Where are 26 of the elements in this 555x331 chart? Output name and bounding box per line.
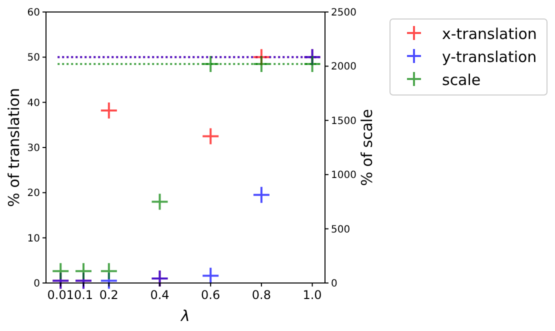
y-tick-label: 10 — [27, 233, 40, 244]
x-tick-label: 0.2 — [99, 288, 118, 302]
y2-tick-label: 0 — [331, 278, 338, 290]
y-tick-label: 20 — [27, 188, 40, 200]
x-tick-label: 0.8 — [252, 288, 271, 302]
y2-tick-label: 500 — [331, 224, 350, 236]
y-tick-label: 40 — [27, 98, 40, 109]
x-tick-label: 0.6 — [201, 288, 220, 302]
x-tick-label: 0.4 — [150, 288, 170, 302]
y2-tick-label: 1500 — [331, 116, 356, 127]
x-tick-label: 0.1 — [74, 288, 94, 302]
y-axis-title: % of translation — [5, 88, 23, 207]
y2-axis-title: % of scale — [358, 109, 376, 186]
legend-label: y-translation — [442, 48, 537, 66]
legend-label: x-translation — [442, 25, 537, 43]
y2-tick-label: 1000 — [331, 170, 356, 182]
y2-tick-label: 2000 — [331, 62, 356, 73]
y-tick-label: 50 — [27, 52, 40, 64]
x-tick-label: 1.0 — [302, 288, 322, 302]
y-tick-label: 60 — [27, 8, 40, 18]
y2-tick-label: 2500 — [331, 8, 356, 18]
x-axis-title: λ — [180, 307, 190, 325]
y-tick-label: 0 — [34, 278, 40, 290]
legend-label: scale — [442, 71, 481, 89]
x-tick-label: 0.01 — [47, 288, 74, 302]
y-tick-label: 30 — [27, 143, 40, 154]
